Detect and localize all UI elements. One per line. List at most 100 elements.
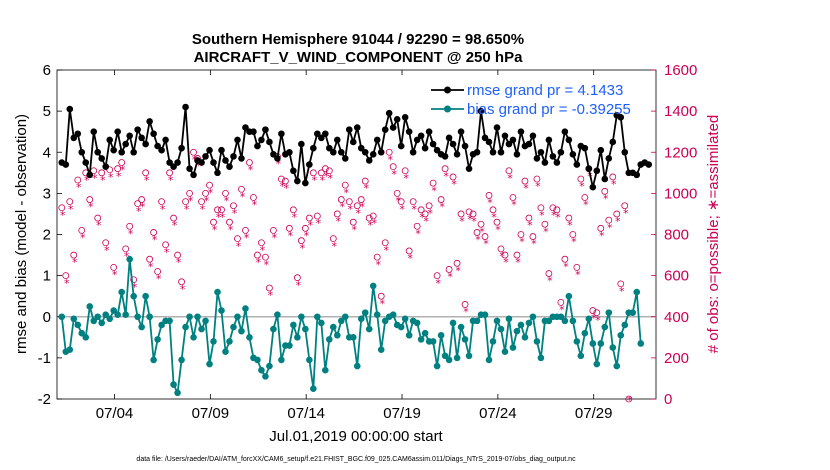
obs-assimilated-marker: * (515, 256, 521, 269)
rmse-point (182, 103, 189, 111)
bias-point (621, 321, 629, 329)
rmse-point (341, 155, 349, 162)
obs-assimilated-marker: * (256, 256, 262, 269)
obs-assimilated-marker: * (296, 279, 302, 292)
y-tick-label-left: 2 (43, 227, 51, 244)
obs-possible-marker (262, 253, 269, 261)
obs-possible-marker (98, 169, 106, 177)
rmse-point (389, 124, 397, 131)
obs-possible-marker (405, 247, 413, 255)
bias-point (453, 354, 461, 362)
obs-possible-marker (377, 292, 385, 300)
obs-possible-marker (94, 214, 102, 222)
rmse-point (537, 148, 545, 156)
obs-possible-marker (553, 206, 561, 214)
obs-assimilated-marker: * (224, 195, 230, 208)
rmse-point (266, 138, 273, 146)
bias-series (58, 255, 645, 397)
obs-assimilated-marker: * (316, 217, 322, 230)
obs-assimilated-marker: * (164, 246, 170, 259)
rmse-point (553, 159, 561, 166)
rmse-point (481, 134, 489, 142)
rmse-point (206, 146, 213, 154)
obs-assimilated-marker: * (559, 304, 565, 317)
bias-point (557, 313, 565, 321)
obs-assimilated-marker: * (320, 174, 326, 187)
rmse-point (413, 136, 421, 144)
obs-possible-marker (297, 237, 305, 245)
obs-possible-marker (465, 208, 473, 216)
obs-possible-marker (573, 263, 581, 271)
rmse-point (258, 136, 265, 144)
obs-assimilated-marker: * (367, 219, 373, 232)
rmse-point (166, 159, 173, 166)
obs-assimilated-marker: * (607, 221, 613, 234)
obs-possible-marker (617, 280, 625, 288)
chart-title-line2: AIRCRAFT_V_WIND_COMPONENT @ 250 hPa (194, 49, 524, 66)
rmse-point (262, 126, 269, 133)
obs-possible-marker (270, 226, 277, 234)
obs-possible-marker (321, 165, 329, 173)
obs-possible-marker (477, 220, 485, 228)
obs-assimilated-marker: * (375, 258, 381, 271)
obs-possible-marker (445, 266, 453, 273)
obs-possible-marker (385, 148, 393, 156)
obs-assimilated-marker: * (272, 232, 278, 245)
y-tick-label-right: 600 (664, 268, 689, 285)
rmse-point (485, 138, 493, 146)
rmse-point (158, 146, 165, 154)
obs-possible-marker (589, 307, 597, 314)
bias-point (329, 323, 337, 331)
obs-possible-marker (393, 189, 401, 197)
bias-point (126, 255, 133, 263)
bias-point (589, 340, 597, 347)
x-tick-label: 07/04 (96, 405, 134, 422)
rmse-point (326, 144, 333, 152)
bias-point (194, 313, 201, 321)
obs-possible-marker (593, 309, 601, 317)
bias-point (306, 356, 313, 364)
obs-assimilated-marker: * (371, 217, 377, 230)
bias-point (481, 311, 489, 318)
legend-bias-marker (444, 105, 451, 113)
obs-assimilated-marker: * (176, 256, 182, 269)
obs-assimilated-marker: * (92, 172, 98, 185)
rmse-point (573, 161, 581, 168)
rmse-point (529, 132, 537, 140)
obs-assimilated-marker: * (563, 260, 569, 273)
rmse-point (234, 136, 241, 144)
bias-point (533, 338, 541, 345)
bias-point (493, 317, 501, 325)
rmse-point (557, 148, 565, 156)
obs-assimilated-marker: * (499, 250, 505, 263)
y-tick-label-left: 5 (43, 103, 51, 120)
bias-point (326, 336, 333, 343)
rmse-point (170, 163, 177, 170)
obs-possible-marker (357, 196, 365, 203)
rmse-point (353, 124, 361, 131)
rmse-point (461, 142, 469, 150)
rmse-point (290, 167, 297, 175)
obs-possible-marker (313, 212, 321, 220)
obs-assimilated-marker: * (324, 170, 330, 183)
obs-possible-marker (369, 212, 377, 220)
rmse-point (525, 140, 533, 148)
rmse-point (433, 146, 441, 154)
bias-point (234, 313, 241, 321)
rmse-point (633, 171, 641, 179)
rmse-point (349, 138, 357, 146)
bias-point (573, 338, 581, 345)
bias-point (341, 313, 349, 321)
rmse-point (86, 171, 94, 179)
obs-possible-marker (333, 210, 341, 218)
obs-possible-marker (277, 175, 285, 183)
obs-assimilated-marker: * (284, 182, 290, 195)
rmse-point (453, 151, 461, 158)
obs-assimilated-marker: * (463, 306, 469, 319)
obs-assimilated-marker: * (336, 215, 342, 228)
bias-point (146, 313, 153, 321)
obs-possible-marker (397, 198, 405, 206)
bias-point (529, 313, 537, 321)
bias-point (134, 313, 141, 321)
rmse-point (134, 126, 141, 133)
